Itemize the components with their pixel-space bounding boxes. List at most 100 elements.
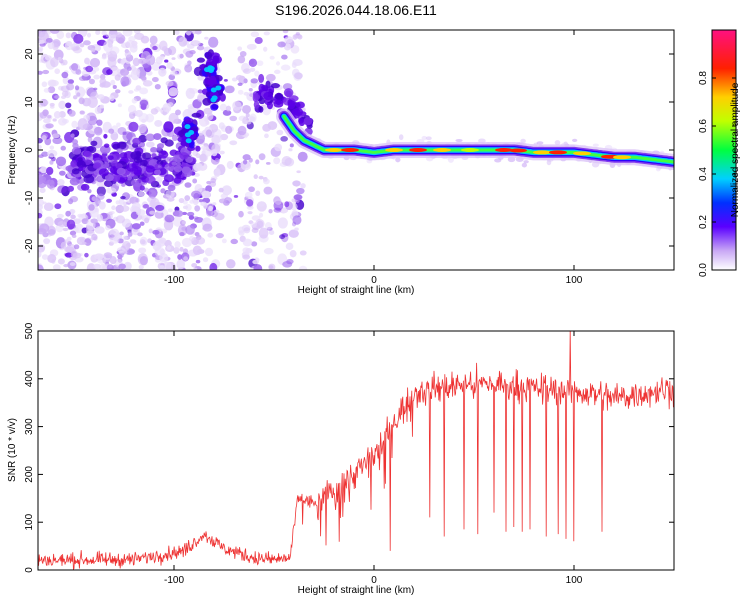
spectrogram-cell: [115, 32, 123, 38]
spectrogram-cell: [521, 162, 528, 168]
spectrogram-cell: [211, 149, 218, 157]
spectrogram-cell: [219, 93, 226, 102]
spectrogram-cell: [117, 254, 123, 260]
spectrogram-cell: [184, 64, 193, 73]
spectrogram-cell: [60, 145, 66, 151]
spectrogram-cell: [47, 149, 58, 158]
spectrogram-cell: [122, 241, 131, 250]
spectrogram-cell: [212, 55, 222, 64]
spectrogram-cell: [38, 178, 44, 185]
spectrogram-cell: [242, 254, 251, 260]
spectrogram-cell: [265, 161, 271, 165]
spectrogram-cell: [181, 237, 193, 248]
spectrogram-cell: [70, 133, 75, 138]
spectrogram-cell: [150, 108, 159, 115]
spectrogram-cell: [139, 99, 149, 107]
spectrogram-cell: [164, 214, 175, 223]
spectrogram-cell: [53, 49, 64, 61]
spectrogram-cell: [122, 131, 133, 142]
colorbar-tick-label: 0.2: [698, 215, 709, 229]
spectrogram-cell: [94, 207, 100, 213]
spectrogram-cell: [103, 179, 113, 188]
spectrogram-cell: [73, 244, 80, 250]
spectrogram-cell: [258, 212, 264, 218]
spectrogram-cell: [282, 30, 289, 34]
spectrogram-cell: [269, 55, 275, 60]
spectrogram-cell: [554, 140, 561, 146]
spectrogram-cell: [273, 69, 281, 75]
spectrogram-cell: [145, 175, 156, 184]
spectrogram-cell: [185, 138, 192, 144]
spectrogram-cell: [218, 187, 224, 193]
spectrogram-cell: [179, 231, 185, 237]
spectrogram-cell: [133, 156, 143, 164]
spectrogram-cell: [190, 30, 199, 35]
spectrogram-cell: [38, 48, 43, 52]
spectrogram-cell: [122, 235, 128, 241]
spectrogram-cell: [94, 106, 102, 115]
spectrogram-cell: [57, 220, 67, 228]
spectrogram-cell: [149, 35, 158, 45]
spectrogram-cell: [280, 135, 288, 142]
spectrogram-cell: [101, 30, 107, 36]
spectrogram-cell: [145, 133, 155, 142]
spectrogram-cell: [90, 91, 99, 100]
snr-ytick-label: 0: [24, 567, 35, 573]
spectrogram-cell: [107, 155, 114, 161]
spectrogram-cell: [296, 187, 305, 195]
spectrogram-cell: [151, 61, 161, 71]
spectrogram-cell: [49, 145, 55, 150]
spectrogram-cell: [194, 205, 201, 212]
spectrogram-cell: [123, 261, 132, 270]
spectrogram-cell: [292, 34, 298, 40]
spectrogram-cell: [298, 265, 308, 270]
spectrogram-cell: [199, 199, 204, 203]
spectrogram-cell: [191, 263, 198, 268]
spectrogram-cell: [189, 49, 196, 55]
spectrogram-ytick-label: -10: [24, 190, 35, 205]
spectrogram-cell: [178, 130, 185, 138]
spectrogram-cell: [66, 236, 72, 241]
spectrogram-cell: [248, 87, 253, 92]
spectrogram-cell: [91, 196, 97, 202]
spectrogram-cell: [99, 104, 105, 109]
spectrogram-cell: [284, 36, 293, 44]
spectrogram-cell: [164, 59, 169, 63]
snr-series-line: [38, 331, 674, 570]
spectrogram-cell: [231, 77, 238, 82]
snr-xtick-label: -100: [164, 575, 184, 586]
spectrogram-cell: [58, 170, 66, 176]
spectrogram-xtick-label: -100: [164, 275, 184, 286]
spectrogram-cell: [294, 227, 299, 231]
spectrogram-cell: [52, 133, 60, 139]
spectrogram-cell: [114, 89, 121, 94]
spectrogram-cell: [270, 83, 281, 89]
figure-title: S196.2026.044.18.06.E11: [275, 2, 437, 18]
spectrogram-cell: [245, 112, 250, 118]
spectrogram-cell: [124, 50, 132, 58]
spectrogram-cell: [285, 242, 294, 251]
spectrogram-cell: [185, 225, 195, 235]
spectrogram-cell: [128, 111, 136, 120]
spectrogram-cell: [282, 260, 293, 268]
spectrogram-hot-cell: [495, 148, 513, 152]
spectrogram-cell: [93, 263, 102, 269]
spectrogram-cell: [47, 41, 55, 50]
spectrogram-cell: [202, 223, 213, 232]
spectrogram-cell: [61, 118, 69, 124]
spectrogram-cell: [64, 40, 73, 51]
spectrogram-cell: [243, 227, 251, 234]
spectrogram-cell: [139, 159, 148, 166]
spectrogram-cell: [160, 188, 166, 194]
spectrogram-cell: [189, 199, 195, 204]
spectrogram-cell: [103, 143, 110, 148]
spectrogram-cell: [425, 136, 432, 141]
spectrogram-cell: [103, 252, 113, 259]
spectrogram-cell: [167, 208, 173, 213]
spectrogram-cell: [72, 252, 82, 259]
spectrogram-cell: [137, 191, 145, 197]
spectrogram-cell: [237, 55, 246, 64]
spectrogram-cell: [204, 51, 213, 60]
spectrogram-cell: [103, 40, 113, 53]
